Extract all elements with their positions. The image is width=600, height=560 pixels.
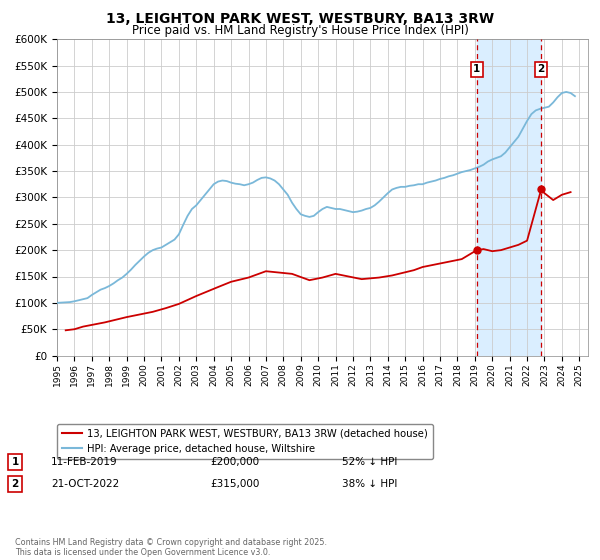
- Text: £315,000: £315,000: [210, 479, 259, 489]
- Text: 2: 2: [538, 64, 545, 74]
- Text: Price paid vs. HM Land Registry's House Price Index (HPI): Price paid vs. HM Land Registry's House …: [131, 24, 469, 36]
- Text: £200,000: £200,000: [210, 457, 259, 467]
- Text: Contains HM Land Registry data © Crown copyright and database right 2025.
This d: Contains HM Land Registry data © Crown c…: [15, 538, 327, 557]
- Text: 21-OCT-2022: 21-OCT-2022: [51, 479, 119, 489]
- Legend: 13, LEIGHTON PARK WEST, WESTBURY, BA13 3RW (detached house), HPI: Average price,: 13, LEIGHTON PARK WEST, WESTBURY, BA13 3…: [57, 423, 433, 459]
- Bar: [477, 39, 541, 356]
- Text: 38% ↓ HPI: 38% ↓ HPI: [342, 479, 397, 489]
- Text: 11-FEB-2019: 11-FEB-2019: [51, 457, 118, 467]
- Text: 1: 1: [473, 64, 481, 74]
- Text: 52% ↓ HPI: 52% ↓ HPI: [342, 457, 397, 467]
- Text: 13, LEIGHTON PARK WEST, WESTBURY, BA13 3RW: 13, LEIGHTON PARK WEST, WESTBURY, BA13 3…: [106, 12, 494, 26]
- Text: 2: 2: [11, 479, 19, 489]
- Text: 1: 1: [11, 457, 19, 467]
